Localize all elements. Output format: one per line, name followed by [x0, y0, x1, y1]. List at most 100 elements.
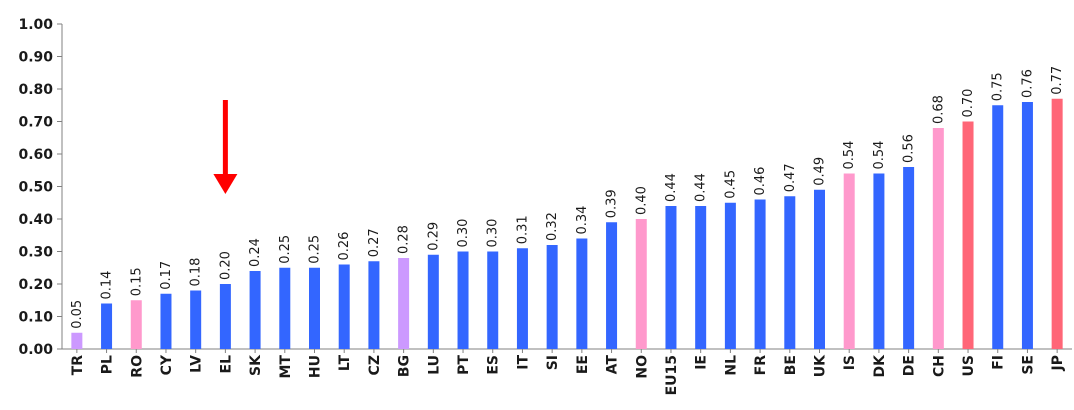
data-label-nl: 0.45 [723, 170, 738, 199]
data-label-uk: 0.49 [813, 157, 828, 186]
bar-dk [873, 173, 885, 349]
x-tick-label-sk: SK [248, 354, 264, 376]
bar-ch [932, 128, 944, 349]
data-label-cz: 0.27 [367, 228, 382, 257]
bar-no [635, 219, 647, 349]
y-tick-label: 0.60 [18, 147, 53, 163]
bar-ee [576, 238, 588, 349]
data-label-hu: 0.25 [308, 235, 323, 264]
x-tick-label-dk: DK [872, 354, 888, 378]
x-tick-label-eu15: EU15 [664, 355, 680, 395]
data-label-lv: 0.18 [189, 258, 204, 287]
y-tick-label: 0.70 [18, 115, 53, 131]
bar-lv [190, 290, 202, 349]
x-tick-label-fr: FR [753, 355, 769, 376]
bar-bg [398, 258, 410, 349]
bar-tr [71, 332, 83, 349]
x-tick-label-be: BE [783, 355, 799, 375]
x-tick-label-us: US [961, 355, 977, 376]
bar-nl [724, 202, 736, 349]
bar-is [843, 173, 855, 349]
x-tick-label-nl: NL [723, 355, 739, 376]
y-tick-label: 0.00 [18, 342, 53, 358]
x-tick-label-bg: BG [397, 355, 413, 377]
data-label-fi: 0.75 [991, 72, 1006, 101]
data-label-eu15: 0.44 [664, 173, 679, 202]
bar-at [606, 222, 618, 349]
x-tick-label-de: DE [902, 355, 918, 376]
x-tick-label-si: SI [545, 355, 561, 370]
data-label-cy: 0.17 [159, 261, 174, 290]
x-tick-label-lv: LV [189, 355, 205, 373]
y-tick-label: 0.30 [18, 245, 53, 261]
data-label-dk: 0.54 [872, 141, 887, 170]
data-label-es: 0.30 [486, 219, 501, 248]
bar-se [1021, 102, 1033, 349]
x-tick-label-ch: CH [931, 355, 947, 377]
bar-be [784, 196, 796, 349]
x-tick-label-uk: UK [813, 354, 829, 377]
x-tick-label-cz: CZ [367, 355, 383, 375]
bar-cz [368, 261, 380, 349]
data-label-lt: 0.26 [337, 232, 352, 261]
data-label-no: 0.40 [634, 186, 649, 215]
x-tick-label-cy: CY [159, 354, 175, 375]
x-tick-label-hu: HU [308, 355, 324, 378]
y-tick-label: 0.10 [18, 310, 53, 326]
x-tick-label-mt: MT [278, 355, 294, 379]
data-label-pl: 0.14 [100, 271, 115, 300]
data-label-mt: 0.25 [278, 235, 293, 264]
data-label-se: 0.76 [1020, 69, 1035, 98]
bar-sk [249, 271, 261, 349]
bar-pt [457, 251, 469, 349]
data-label-jp: 0.77 [1050, 66, 1065, 95]
highlight-arrow-head [213, 174, 238, 194]
data-label-si: 0.32 [545, 212, 560, 241]
x-tick-label-is: IS [842, 355, 858, 370]
data-label-is: 0.54 [842, 141, 857, 170]
bar-es [487, 251, 499, 349]
data-label-fr: 0.46 [753, 167, 768, 196]
x-tick-label-fi: FI [991, 355, 1007, 370]
x-tick-label-ee: EE [575, 355, 591, 374]
bar-lu [427, 254, 439, 349]
bar-cy [160, 293, 172, 349]
x-tick-label-jp: JP [1050, 355, 1066, 371]
bar-fi [992, 105, 1004, 349]
y-tick-label: 0.80 [18, 82, 53, 98]
x-tick-label-el: EL [218, 355, 234, 374]
bar-jp [1051, 98, 1063, 349]
bar-si [546, 245, 558, 349]
x-tick-label-es: ES [486, 355, 502, 375]
x-tick-label-pl: PL [100, 355, 116, 374]
bar-lt [338, 264, 350, 349]
bar-ro [130, 300, 142, 349]
data-label-ie: 0.44 [694, 173, 709, 202]
x-tick-label-pt: PT [456, 355, 472, 375]
data-label-ch: 0.68 [931, 95, 946, 124]
bar-us [962, 121, 974, 349]
y-tick-label: 0.20 [18, 277, 53, 293]
bar-it [516, 248, 528, 349]
bar-el [219, 284, 231, 349]
data-label-de: 0.56 [902, 134, 917, 163]
x-tick-label-ro: RO [129, 355, 145, 378]
data-label-pt: 0.30 [456, 219, 471, 248]
x-tick-label-ie: IE [694, 355, 710, 370]
data-label-sk: 0.24 [248, 238, 263, 267]
y-tick-label: 0.50 [18, 180, 53, 196]
bar-pl [101, 303, 113, 349]
data-label-be: 0.47 [783, 163, 798, 192]
data-label-lu: 0.29 [426, 222, 441, 251]
y-tick-label: 0.90 [18, 50, 53, 66]
x-tick-label-lu: LU [426, 355, 442, 375]
x-tick-label-tr: TR [70, 355, 86, 376]
bar-mt [279, 267, 291, 349]
data-label-it: 0.31 [515, 215, 530, 244]
data-label-us: 0.70 [961, 89, 976, 118]
bar-fr [754, 199, 766, 349]
bar-uk [814, 189, 825, 349]
bar-ie [695, 206, 707, 349]
bar-eu15 [665, 206, 677, 349]
